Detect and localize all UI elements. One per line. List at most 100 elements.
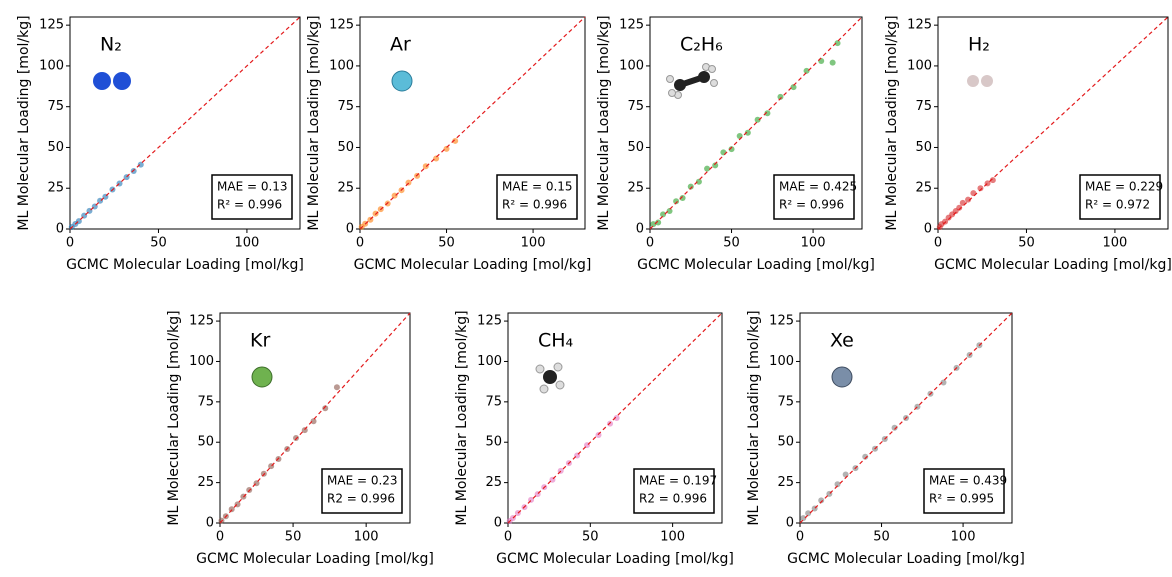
y-tick-label: 50 [337,140,354,155]
point [660,211,667,218]
metrics-box [496,174,578,220]
y-axis-label: ML Molecular Loading [mol/kg] [454,310,470,525]
point [666,208,673,215]
icon [981,75,993,87]
metric: MAE = 0.439 [929,474,1007,488]
x-axis-label: GCMC Molecular Loading [mol/kg] [196,551,434,567]
y-tick-label: 0 [494,516,502,531]
point [322,405,329,412]
point [862,453,869,460]
x-tick-label: 50 [438,236,455,251]
point [834,481,841,488]
icon [674,79,686,91]
y-tick-label: 25 [197,475,214,490]
plot-frame [649,16,863,230]
point [736,133,743,140]
icon [251,366,273,388]
gas-label: C₂H₆ [680,34,723,56]
y-tick-label: 75 [197,394,214,409]
y-tick-label: 75 [337,99,354,114]
metrics-box [773,174,855,220]
icon [555,380,565,390]
plot-frame [799,312,1013,524]
metric: MAE = 0.13 [217,180,288,194]
point [803,67,810,74]
point [818,58,825,65]
icon [967,75,979,87]
y-tick-label: 75 [627,99,644,114]
x-tick-label: 0 [646,236,654,251]
parity-line [219,312,411,524]
y-tick-label: 0 [786,516,794,531]
y-axis-label: ML Molecular Loading [mol/kg] [16,15,32,230]
parity-line [507,312,723,524]
y-tick-label: 125 [907,18,932,33]
y-tick-label: 50 [197,435,214,450]
y-tick-label: 100 [189,354,214,369]
plot-frame [69,16,301,230]
x-axis-label: GCMC Molecular Loading [mol/kg] [354,257,592,273]
y-tick-label: 0 [56,222,64,237]
point [695,178,702,185]
metrics-box [923,468,1005,514]
y-tick-label: 50 [777,435,794,450]
point [818,497,825,504]
point [712,162,719,169]
icon [831,366,853,388]
metrics-box [1079,174,1161,220]
y-tick-label: 0 [636,222,644,237]
y-tick-label: 75 [777,394,794,409]
point [790,84,797,91]
metric: MAE = 0.425 [779,180,857,194]
point [777,93,784,100]
y-tick-label: 50 [627,140,644,155]
parity-line [69,16,301,230]
x-tick-label: 0 [66,236,74,251]
x-tick-label: 100 [354,530,379,545]
point [650,221,657,228]
metric: MAE = 0.23 [327,474,398,488]
y-axis-label: ML Molecular Loading [mol/kg] [884,15,900,230]
x-tick-label: 0 [796,530,804,545]
y-tick-label: 75 [47,99,64,114]
point [764,110,771,117]
y-tick-label: 25 [627,181,644,196]
point [310,418,317,425]
point [842,471,849,478]
point [744,129,751,136]
icon [391,70,413,92]
y-axis-label: ML Molecular Loading [mol/kg] [746,310,762,525]
x-tick-label: 50 [150,236,167,251]
point [956,204,963,211]
x-tick-label: 50 [285,530,302,545]
point [800,515,807,522]
point [977,185,984,192]
y-axis-label: ML Molecular Loading [mol/kg] [596,15,612,230]
y-tick-label: 100 [39,58,64,73]
y-tick-label: 125 [769,314,794,329]
point [673,198,680,205]
icon [113,72,131,90]
point [754,116,761,123]
gas-label: Xe [830,330,854,352]
y-tick-label: 100 [769,354,794,369]
y-tick-label: 125 [189,314,214,329]
y-axis-label: ML Molecular Loading [mol/kg] [166,310,182,525]
point [805,510,812,517]
metrics-box [211,174,293,220]
point [891,424,898,431]
icon [93,72,111,90]
point [433,155,440,162]
point [704,165,711,172]
y-tick-label: 50 [915,140,932,155]
gas-label: Kr [250,330,270,352]
icon [666,75,674,83]
icon [668,89,676,97]
point [687,183,694,190]
x-tick-label: 50 [723,236,740,251]
x-tick-label: 0 [216,530,224,545]
icon [553,362,563,372]
x-axis-label: GCMC Molecular Loading [mol/kg] [496,551,734,567]
plot-frame [937,16,1169,230]
icon [710,79,718,87]
